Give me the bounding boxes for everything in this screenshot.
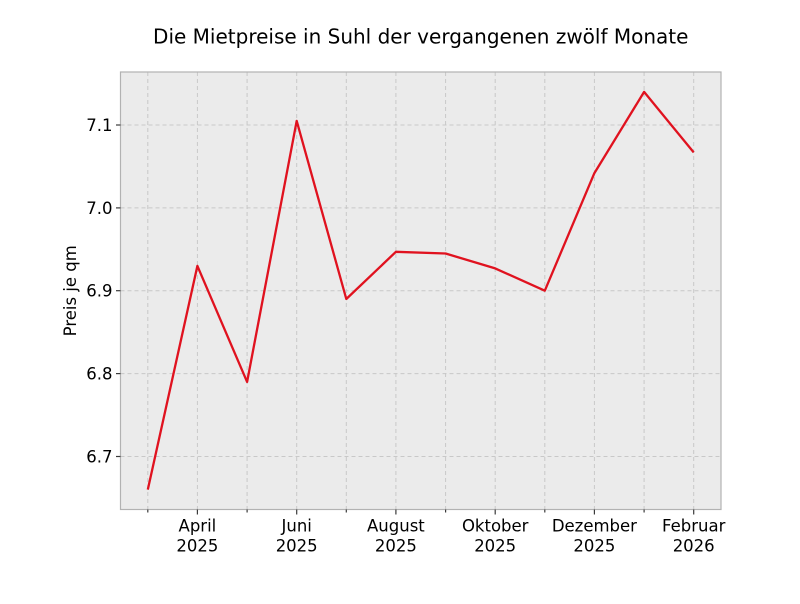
data-line-layer — [146, 90, 695, 490]
y-axis-label: Preis je qm — [61, 245, 80, 336]
x-tick-label-year: 2025 — [573, 537, 615, 556]
y-tick-label: 7.0 — [86, 199, 112, 218]
ticks-layer — [116, 124, 695, 515]
plot-area-background — [120, 72, 721, 510]
y-tick-label: 6.7 — [86, 448, 112, 467]
y-tick-label: 6.9 — [86, 282, 112, 301]
y-tick-label: 6.8 — [86, 365, 112, 384]
tick-labels-layer: 6.76.86.97.07.1April2025Juni2025August20… — [86, 116, 725, 556]
x-tick-label-year: 2025 — [176, 537, 218, 556]
y-tick-label: 7.1 — [86, 116, 112, 135]
x-tick-label-month: Februar — [662, 517, 726, 536]
x-tick-label-month: April — [179, 517, 217, 536]
x-tick-label-month: Dezember — [552, 517, 637, 536]
chart-title: Die Mietpreise in Suhl der vergangenen z… — [153, 25, 688, 49]
x-tick-label-month: Juni — [281, 517, 312, 536]
x-tick-label-year: 2025 — [375, 537, 417, 556]
x-tick-label-month: August — [367, 517, 425, 536]
gridlines-layer — [120, 72, 721, 510]
x-tick-label-year: 2026 — [673, 537, 715, 556]
x-tick-label-year: 2025 — [276, 537, 318, 556]
price-line — [146, 90, 695, 490]
x-tick-label-year: 2025 — [474, 537, 516, 556]
x-tick-label-month: Oktober — [462, 517, 529, 536]
